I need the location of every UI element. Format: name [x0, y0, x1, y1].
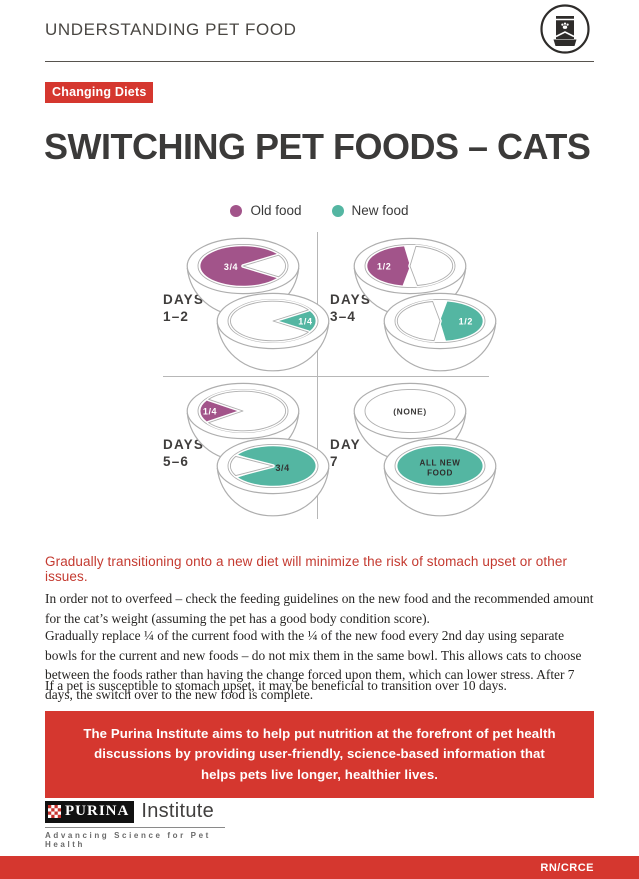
header-divider — [45, 61, 594, 62]
institute-text: Institute — [141, 800, 215, 822]
purina-brand-text: PURINA — [65, 802, 130, 819]
bowl-portion-label: 3/4 — [275, 463, 289, 473]
quadrant-day-label: DAYS 3–4 — [330, 292, 372, 324]
purina-institute-logo: PURINA Institute Advancing Science for P… — [45, 800, 225, 849]
old-food-bowl: 3/4 — [186, 237, 300, 317]
body-paragraph-2: Gradually replace ¼ of the current food … — [45, 628, 582, 702]
logo-tagline: Advancing Science for Pet Health — [45, 831, 211, 849]
old-food-bowl: 1/4 — [186, 382, 300, 462]
bowl-portion-label: 1/4 — [203, 407, 217, 417]
diagram-horizontal-divider — [163, 376, 489, 377]
bowl-portion-label: 1/2 — [377, 262, 391, 272]
diagram-quadrant-3: DAYS 5–6 1/4 3/4 — [163, 377, 330, 522]
new-food-bowl: 3/4 — [216, 437, 330, 517]
bowl-portion-label: 3/4 — [224, 262, 238, 272]
highlight-sentence: Gradually transitioning onto a new diet … — [45, 554, 568, 584]
legend: Old food New food — [0, 203, 639, 218]
footer-bar: RN/CRCE — [0, 856, 639, 879]
diagram-quadrant-4: DAY 7 (NONE) ALL NEW FOOD — [330, 377, 497, 522]
bowl-portion-label: 1/2 — [459, 317, 473, 327]
legend-item-new-food: New food — [331, 203, 409, 218]
old-food-bowl: (NONE) — [353, 382, 467, 462]
diagram-quadrant-1: DAYS 1–2 3/4 1/4 — [163, 232, 330, 377]
purina-wordmark-box: PURINA — [45, 800, 135, 823]
new-food-color-dot — [331, 204, 344, 217]
old-food-bowl: 1/2 — [353, 237, 467, 317]
page-title: SWITCHING PET FOODS – CATS — [44, 126, 591, 167]
diagram-quadrant-2: DAYS 3–4 1/2 1/2 — [330, 232, 497, 377]
bowl-portion-label: 1/4 — [298, 317, 312, 327]
bowl-portion-label: FOOD — [427, 469, 453, 478]
old-food-color-dot — [230, 204, 243, 217]
body-paragraph-1: In order not to overfeed – check the fee… — [45, 591, 594, 626]
body-paragraph-3: If a pet is susceptible to stomach upset… — [45, 678, 507, 693]
purina-institute-callout: The Purina Institute aims to help put nu… — [45, 711, 594, 799]
new-food-bowl: 1/2 — [383, 292, 497, 372]
pet-food-bag-and-bowl-icon — [539, 3, 591, 55]
quadrant-day-label: DAYS 5–6 — [163, 437, 205, 469]
quadrant-day-label: DAYS 1–2 — [163, 292, 205, 324]
bowl-portion-label: ALL NEW — [420, 458, 461, 467]
new-food-bowl: ALL NEW FOOD — [383, 437, 497, 517]
legend-old-label: Old food — [250, 203, 302, 218]
new-food-bowl: 1/4 — [216, 292, 330, 372]
document-header-title: UNDERSTANDING PET FOOD — [45, 20, 297, 39]
legend-new-label: New food — [351, 203, 409, 218]
quadrant-day-label: DAY 7 — [330, 437, 361, 469]
diagram-vertical-divider — [317, 232, 318, 519]
footer-code: RN/CRCE — [540, 861, 594, 874]
topic-badge: Changing Diets — [45, 82, 154, 103]
legend-item-old-food: Old food — [230, 203, 302, 218]
logo-row: PURINA Institute — [45, 800, 225, 828]
purina-checkerboard-icon — [48, 804, 61, 818]
bowl-portion-label: (NONE) — [393, 407, 426, 417]
